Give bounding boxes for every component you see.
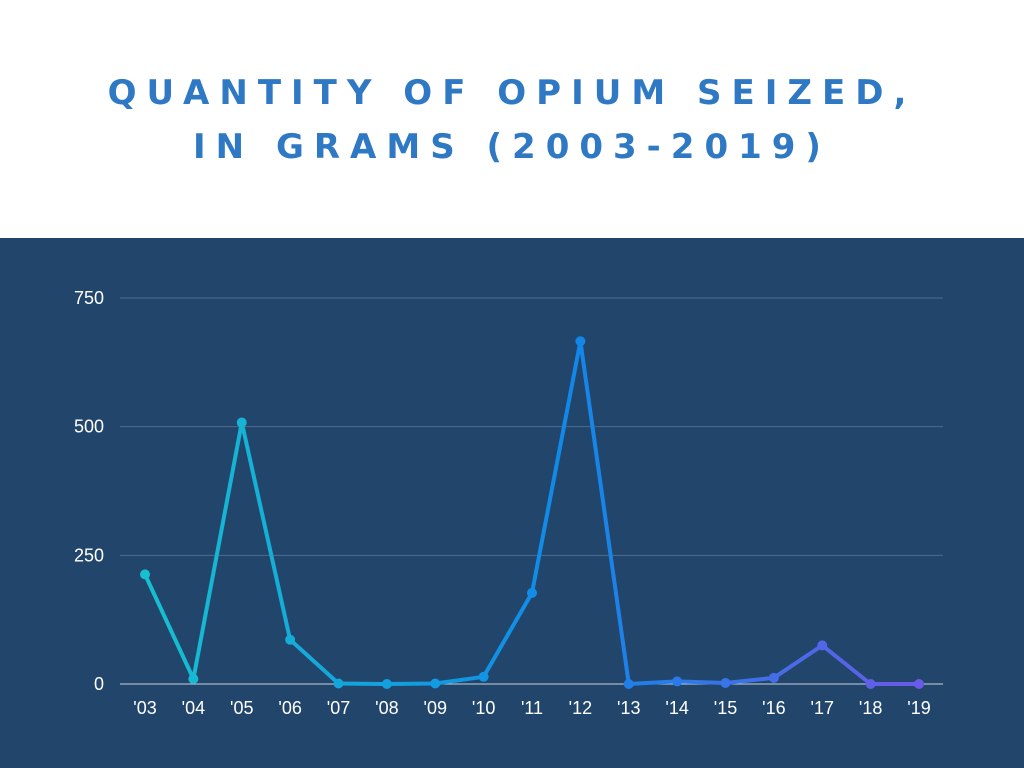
series-line: [143, 339, 921, 686]
x-tick-label: '11: [521, 698, 543, 718]
header: QUANTITY OF OPIUM SEIZED, IN GRAMS (2003…: [0, 0, 1024, 238]
data-point: [478, 671, 489, 682]
x-tick-label: '10: [472, 698, 495, 718]
x-tick-label: '07: [327, 698, 350, 718]
data-point: [381, 679, 392, 689]
data-point: [623, 679, 634, 689]
x-tick-label: '05: [230, 698, 253, 718]
x-tick-label: '16: [762, 698, 785, 718]
x-tick-label: '13: [617, 698, 640, 718]
x-tick-label: '06: [278, 698, 301, 718]
x-tick-label: '03: [133, 698, 156, 718]
data-point: [817, 640, 828, 651]
data-point: [333, 678, 344, 689]
data-point: [575, 336, 586, 347]
y-tick-label: 250: [74, 545, 104, 565]
x-tick-label: '14: [665, 698, 688, 718]
chart-title: QUANTITY OF OPIUM SEIZED, IN GRAMS (2003…: [107, 73, 917, 167]
data-point: [720, 677, 731, 688]
data-point: [188, 673, 199, 684]
data-point: [768, 672, 779, 683]
x-tick-label: '15: [714, 698, 737, 718]
chart-panel: [0, 238, 1024, 768]
x-tick-label: '19: [907, 698, 930, 718]
y-tick-label: 750: [74, 288, 104, 308]
data-point: [914, 679, 924, 689]
data-points: [140, 336, 924, 689]
x-axis-ticks: '03 '04 '05 '06 '07 '08 '09 '10 '11 '12 '13 '14 '15 '…: [133, 698, 930, 718]
data-point: [672, 676, 683, 687]
data-point: [527, 587, 537, 598]
x-tick-label: '08: [375, 698, 398, 718]
data-point: [430, 678, 441, 689]
x-tick-label: '18: [859, 698, 882, 718]
y-axis-ticks: 0 250 500 750: [74, 288, 104, 694]
gridlines: [120, 297, 943, 685]
y-tick-label: 500: [74, 417, 104, 437]
y-tick-label: 0: [94, 674, 104, 694]
x-tick-label: '17: [811, 698, 834, 718]
x-tick-label: '09: [424, 698, 447, 718]
series-line-layer: [143, 339, 921, 686]
x-tick-label: '04: [182, 698, 205, 718]
data-point: [285, 634, 296, 645]
data-point: [140, 569, 150, 580]
data-point: [236, 417, 247, 428]
x-tick-label: '12: [569, 698, 592, 718]
data-point: [865, 679, 876, 689]
